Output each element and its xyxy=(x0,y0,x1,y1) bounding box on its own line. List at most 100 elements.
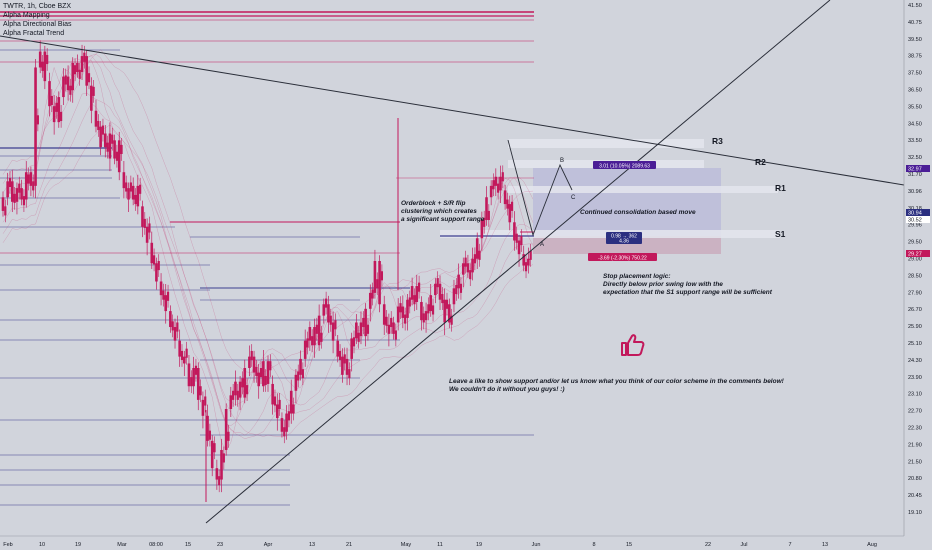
candle-body xyxy=(241,378,244,388)
candle-body xyxy=(336,340,340,357)
candle-body xyxy=(183,356,186,364)
candle-body xyxy=(55,102,58,112)
candle-body xyxy=(162,290,165,300)
candle-body xyxy=(399,303,402,313)
swing-point-label: B xyxy=(560,158,564,164)
candle-body xyxy=(266,361,270,384)
y-tick-label: 29.96 xyxy=(908,223,922,229)
x-tick-label: 15 xyxy=(185,542,191,548)
y-tick-label: 30.18 xyxy=(908,206,922,212)
candle-body xyxy=(445,299,449,309)
candle-body xyxy=(303,340,307,359)
y-tick-label: 25.10 xyxy=(908,341,922,347)
ascending-trendline[interactable] xyxy=(205,0,831,524)
candle-body xyxy=(390,317,393,328)
candle-body xyxy=(315,324,318,334)
price-tag-label: 32.97 xyxy=(908,167,922,173)
candle-body xyxy=(376,279,379,289)
legend-indicator[interactable]: Alpha Directional Bias xyxy=(3,21,72,28)
candle-body xyxy=(431,305,435,315)
candle-body xyxy=(371,289,374,299)
stop-annotation: Directly below prior swing low with the xyxy=(603,281,723,288)
y-tick-label: 23.10 xyxy=(908,392,922,398)
candle-body xyxy=(257,372,261,387)
y-tick-label: 38.75 xyxy=(908,54,922,60)
candle-body xyxy=(210,440,214,469)
x-tick-label: Jul xyxy=(740,542,747,548)
candle-body xyxy=(273,396,277,406)
candle-body xyxy=(134,194,137,205)
candle-body xyxy=(66,76,70,91)
candle-body xyxy=(517,240,521,255)
candle-body xyxy=(301,369,304,379)
candle-body xyxy=(115,151,119,161)
candle-body xyxy=(136,185,140,207)
thumbs-up-icon[interactable] xyxy=(621,334,645,356)
x-tick-label: 13 xyxy=(822,542,828,548)
candle-body xyxy=(297,371,300,381)
swing-point-label: A xyxy=(540,242,544,248)
candle-body xyxy=(408,297,411,307)
level-label-r1: R1 xyxy=(775,183,786,193)
candle-body xyxy=(46,54,49,65)
x-tick-label: 8 xyxy=(592,542,595,548)
candle-body xyxy=(269,361,272,371)
x-tick-label: 19 xyxy=(476,542,482,548)
candle-body xyxy=(152,255,156,265)
candle-body xyxy=(122,172,126,189)
candle-body xyxy=(415,286,419,302)
candle-body xyxy=(18,183,21,193)
candle-body xyxy=(129,182,132,192)
legend-symbol: TWTR, 1h, Cboe BZX xyxy=(3,3,72,10)
measure-badge-text: 4.36 xyxy=(619,238,629,244)
candle-body xyxy=(90,85,93,111)
candle-body xyxy=(355,322,358,339)
candle-body xyxy=(150,242,154,264)
candle-body xyxy=(461,263,465,275)
level-label-r2: R2 xyxy=(755,157,766,167)
ribbon-line xyxy=(2,124,534,437)
candle-body xyxy=(1,197,5,211)
candle-body xyxy=(238,381,242,398)
candle-body xyxy=(78,69,81,79)
candle-body xyxy=(60,111,63,121)
candle-body xyxy=(494,176,498,186)
candle-body xyxy=(378,261,381,305)
x-tick-label: May xyxy=(401,542,412,548)
level-label-r3: R3 xyxy=(712,136,723,146)
candle-body xyxy=(20,188,23,200)
candle-body xyxy=(350,338,353,359)
candle-body xyxy=(50,95,53,106)
candle-body xyxy=(255,366,258,376)
candle-body xyxy=(287,411,291,421)
level-band xyxy=(508,186,778,193)
candle-body xyxy=(473,254,476,264)
candle-body xyxy=(455,284,458,295)
y-tick-label: 22.30 xyxy=(908,426,922,432)
candle-body xyxy=(469,270,472,280)
candle-body xyxy=(38,51,42,68)
candle-body xyxy=(106,142,109,152)
descending-trendline[interactable] xyxy=(0,35,905,186)
candle-body xyxy=(520,235,523,246)
candle-body xyxy=(92,86,95,96)
candle-body xyxy=(141,206,144,227)
legend-indicator[interactable]: Alpha Fractal Trend xyxy=(3,30,65,37)
candle-body xyxy=(155,263,158,282)
candle-body xyxy=(27,174,30,184)
x-tick-label: 19 xyxy=(75,542,81,548)
abc-path[interactable] xyxy=(507,139,573,237)
candle-body xyxy=(452,288,456,305)
x-tick-label: 10 xyxy=(39,542,45,548)
candle-body xyxy=(441,294,444,304)
orderblock-annotation: clustering which creates xyxy=(401,208,477,215)
candle-body xyxy=(62,76,65,98)
legend-indicator[interactable]: Alpha Mapping xyxy=(3,12,50,19)
candle-body xyxy=(87,73,91,83)
price-axis[interactable] xyxy=(904,0,932,550)
candle-body xyxy=(229,395,233,409)
candle-body xyxy=(164,295,168,312)
candle-body xyxy=(131,185,135,200)
